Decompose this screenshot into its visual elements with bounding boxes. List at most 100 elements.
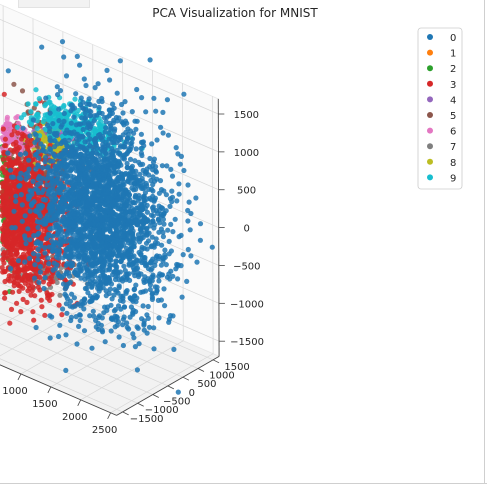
grid-line-y-floor [0,343,138,404]
scatter-point [144,232,150,238]
legend-label-3: 3 [450,80,456,91]
scatter-point [2,290,8,296]
scatter-point [39,44,45,50]
scatter-point [161,188,167,194]
scatter-point [47,125,53,131]
scatter-point [185,246,191,253]
scatter-point [143,288,149,294]
scatter-point [49,291,55,297]
scatter-point [62,165,68,171]
scatter-point [11,208,17,214]
scatter-point [122,268,128,274]
scatter-point [27,237,33,243]
scatter-point [35,224,41,230]
scatter-point [76,323,82,329]
scatter-point [56,302,62,308]
scatter-point [134,118,140,124]
scatter-point [27,133,33,139]
scatter-point [24,299,30,305]
scatter-point [170,313,176,319]
scatter-point [92,103,98,109]
scatter-point [107,120,113,126]
scatter-point [56,118,62,124]
scatter-point [151,156,157,162]
scatter-point [138,202,144,208]
scatter-point [34,125,40,132]
scatter-point [45,268,51,274]
scatter-point [55,111,61,118]
scatter-point [184,278,190,284]
scatter-point [2,136,8,142]
scatter-point [101,310,107,316]
scatter-point [156,229,162,235]
scatter-point [50,121,56,127]
scatter-point [188,253,194,259]
scatter-point [158,124,164,130]
scatter-point [51,198,57,204]
scatter-point [78,213,85,219]
y-tick-label: 1500 [224,362,249,373]
scatter-point [42,312,48,318]
scatter-point [144,209,150,215]
scatter-point [46,261,52,267]
scatter-point [133,282,139,288]
scatter-point [120,322,126,328]
scatter-point [31,233,37,239]
z-tick-label: 500 [237,186,256,197]
scatter-point [45,292,51,298]
scatter-point [19,239,25,245]
scatter-point [48,274,55,280]
scatter-point [87,270,93,276]
scatter-point [123,210,129,216]
scatter-point [178,153,184,159]
scatter-point [179,294,185,300]
scatter-point [139,244,145,250]
axis-lines [0,98,226,419]
scatter-point [156,315,162,321]
scatter-point [79,134,85,140]
scatter-point [106,255,112,261]
scatter-point [98,246,104,252]
chart-title: PCA Visualization for MNIST [152,6,318,20]
scatter-point [22,236,28,242]
legend-marker-8 [427,158,433,165]
scatter-point [131,253,137,259]
scatter-point [9,215,15,221]
y-tick-mark [152,394,159,398]
scatter-point [127,257,133,263]
scatter-point [168,248,174,254]
scatter-point [100,141,106,148]
scatter-point [92,139,98,145]
legend-marker-0 [427,34,433,40]
scatter-point [156,207,162,214]
scatter-point [96,157,102,163]
scatter-point [98,182,104,189]
scatter-point [70,191,76,197]
scatter-point [148,212,155,218]
scatter-point [86,96,92,102]
scatter-point [53,224,60,230]
scatter-point [74,53,80,60]
scatter-point [31,199,37,205]
y-tick-mark [182,376,190,381]
scatter-point [102,214,109,220]
scatter-point [155,240,161,247]
scatter-point [0,156,6,162]
scatter-point [46,170,52,176]
scatter-point [30,309,36,315]
scatter-point [38,180,44,186]
scatter-point [156,190,162,196]
scatter-point [28,241,34,247]
scatter-point [76,177,83,183]
scatter-point [120,110,126,116]
scatter-point [36,96,42,102]
scatter-point [51,260,57,266]
scatter-point [18,309,24,315]
scatter-point [142,171,148,177]
scatter-point [55,186,61,192]
scatter-point [77,151,84,157]
scatter-point [27,208,33,214]
scatter-point [74,242,81,248]
z-tick-label: −500 [233,261,260,272]
scatter-point [81,120,87,126]
